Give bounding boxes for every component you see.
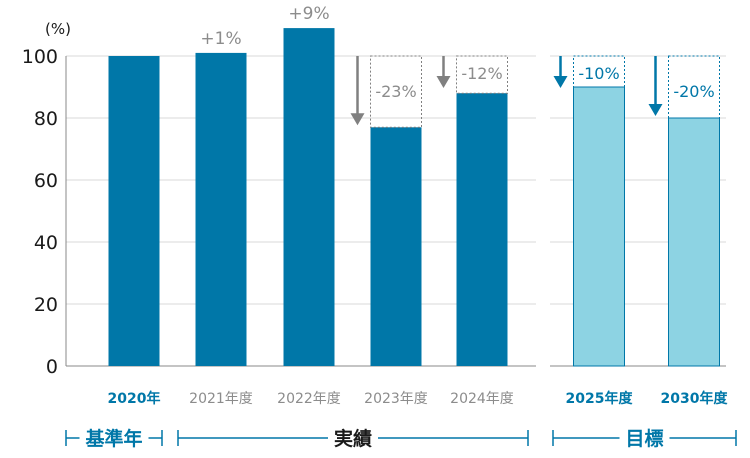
change-label: +1%	[200, 29, 241, 49]
bar-2030年度	[668, 117, 720, 367]
reduction-arrow-head	[350, 113, 365, 126]
bar-2024年度	[456, 93, 508, 366]
x-tick-label: 2022年度	[277, 391, 341, 407]
reduction-box	[456, 55, 508, 94]
y-tick-label: 40	[34, 232, 58, 254]
x-axis-labels: 2020年 2021年度 2022年度 2023年度 2024年度 2025年度 2030年…	[108, 390, 729, 407]
bar-2023年度	[370, 127, 422, 366]
y-tick-label: 0	[46, 356, 58, 378]
bar-2020年	[108, 56, 160, 366]
x-tick-label: 2021年度	[189, 391, 253, 407]
reduction-arrow-head	[553, 76, 568, 88]
group-label-base: 基準年	[84, 427, 142, 450]
x-tick-label: 2023年度	[364, 391, 428, 407]
reduction-arrow-head	[436, 76, 451, 88]
y-axis-unit: (%)	[45, 20, 71, 38]
bar-2025年度	[573, 86, 625, 367]
group-label-actual: 実績	[334, 427, 372, 450]
change-label: -10%	[578, 64, 619, 83]
reduction-box	[668, 55, 720, 119]
reduction-box	[573, 55, 625, 88]
group-label-target: 目標	[625, 427, 663, 450]
change-labels: +1% +9% -23% -12% -10% -20%	[200, 4, 720, 128]
x-tick-label: 2020年	[108, 390, 161, 407]
x-tick-label: 2025年度	[566, 390, 634, 407]
y-axis: (%) 0 20 40 60 80 100	[22, 20, 71, 378]
change-label: -23%	[375, 82, 416, 101]
bar-2021年度	[195, 52, 247, 367]
y-tick-label: 80	[34, 108, 58, 130]
y-tick-label: 100	[22, 46, 58, 68]
change-label: -20%	[673, 82, 714, 101]
bars	[108, 28, 720, 367]
change-label: +9%	[288, 4, 329, 24]
y-tick-label: 60	[34, 170, 58, 192]
bar-2022年度	[283, 28, 335, 366]
y-tick-label: 20	[34, 294, 58, 316]
reduction-box	[370, 55, 422, 128]
x-tick-label: 2030年度	[661, 390, 729, 407]
x-tick-label: 2024年度	[450, 391, 514, 407]
group-brackets: 基準年 実績 目標	[65, 427, 737, 450]
change-label: -12%	[461, 64, 502, 83]
reduction-arrow-head	[648, 104, 663, 116]
